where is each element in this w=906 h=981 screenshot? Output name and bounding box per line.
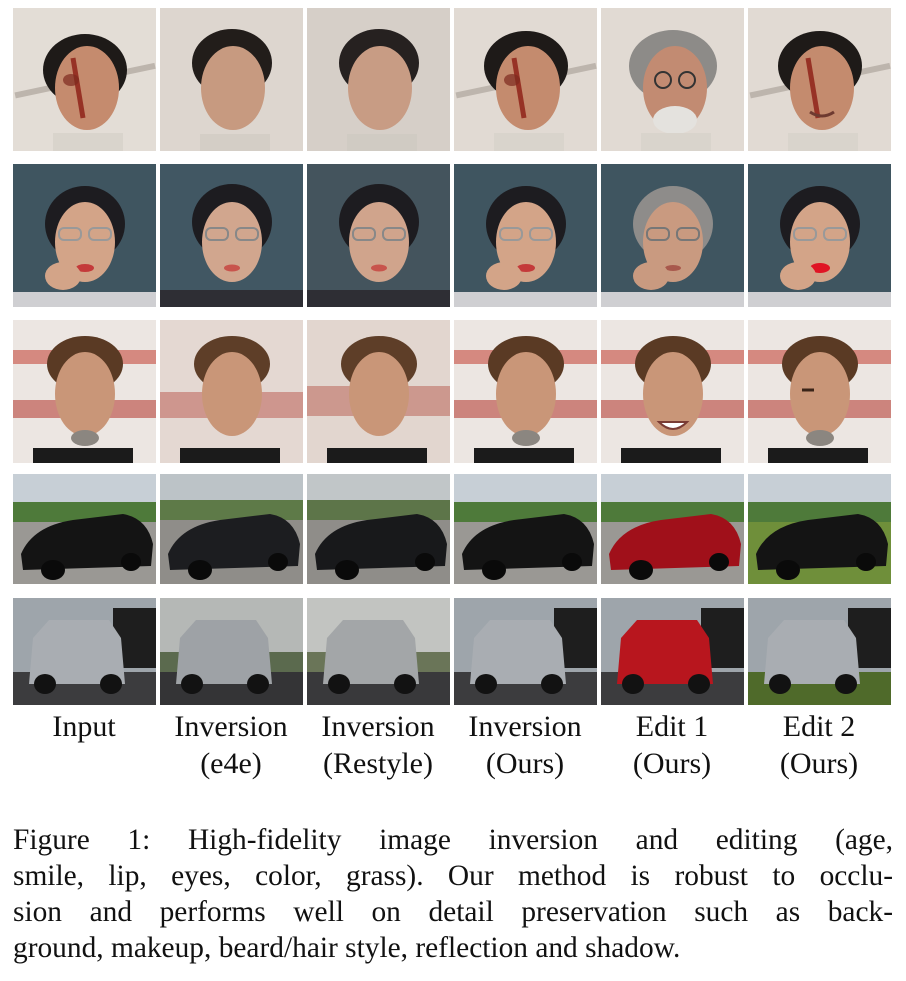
caption-line: Figure 1: High-fidelity image inversion … [13,824,893,856]
column-label-line1: Inversion [468,710,582,743]
column-label-line2: (Ours) [779,747,859,780]
thumb-car2-e4e [160,598,303,705]
thumb-car2-restyle [307,598,450,705]
thumb-car1-e4e [160,474,303,584]
column-label-input: Input [9,708,159,745]
thumb-face2-edit2 [748,164,891,307]
image-row-face-3 [13,320,893,463]
column-label-line1: Inversion [321,710,435,743]
thumb-face1-edit1 [601,8,744,151]
column-label-edit1: Edit 1 (Ours) [597,708,747,782]
thumb-face3-edit1 [601,320,744,463]
thumb-face1-restyle [307,8,450,151]
thumb-face1-edit2 [748,8,891,151]
thumb-face2-e4e [160,164,303,307]
thumb-face2-ours [454,164,597,307]
thumb-face3-edit2 [748,320,891,463]
thumb-face2-input [13,164,156,307]
thumb-car1-input [13,474,156,584]
caption-line: smile, lip, eyes, color, grass). Our met… [13,860,893,892]
column-label-inversion-ours: Inversion (Ours) [450,708,600,782]
column-label-edit2: Edit 2 (Ours) [744,708,894,782]
thumb-car1-restyle [307,474,450,584]
column-label-line1: Edit 2 [782,710,856,743]
thumb-face3-input [13,320,156,463]
thumb-face1-input [13,8,156,151]
column-label-inversion-e4e: Inversion (e4e) [156,708,306,782]
thumb-face3-e4e [160,320,303,463]
thumb-face3-restyle [307,320,450,463]
column-label-line1: Inversion [174,710,288,743]
figure-caption: Figure 1: High-fidelity image inversion … [13,822,893,966]
image-row-car-2 [13,598,893,705]
caption-line: ground, makeup, beard/hair style, reflec… [13,932,681,964]
column-label-line1: Edit 1 [635,710,709,743]
thumb-face1-e4e [160,8,303,151]
image-row-face-1 [13,8,893,151]
column-label-line2: (Ours) [485,747,565,780]
thumb-car2-ours [454,598,597,705]
column-labels: Input Inversion (e4e) Inversion (Restyle… [13,708,893,788]
image-row-face-2 [13,164,893,307]
caption-line: sion and performs well on detail preserv… [13,896,893,928]
thumb-car1-edit2 [748,474,891,584]
thumb-car1-edit1 [601,474,744,584]
thumb-car2-edit1 [601,598,744,705]
image-row-car-1 [13,474,893,584]
thumb-car2-input [13,598,156,705]
column-label-line2: (Ours) [632,747,712,780]
thumb-car2-edit2 [748,598,891,705]
thumb-car1-ours [454,474,597,584]
column-label-inversion-restyle: Inversion (Restyle) [303,708,453,782]
thumb-face2-edit1 [601,164,744,307]
thumb-face1-ours [454,8,597,151]
column-label-line2: (Restyle) [323,747,433,780]
thumb-face3-ours [454,320,597,463]
column-label-line2: (e4e) [200,747,262,780]
thumb-face2-restyle [307,164,450,307]
column-label-line1: Input [52,710,116,743]
